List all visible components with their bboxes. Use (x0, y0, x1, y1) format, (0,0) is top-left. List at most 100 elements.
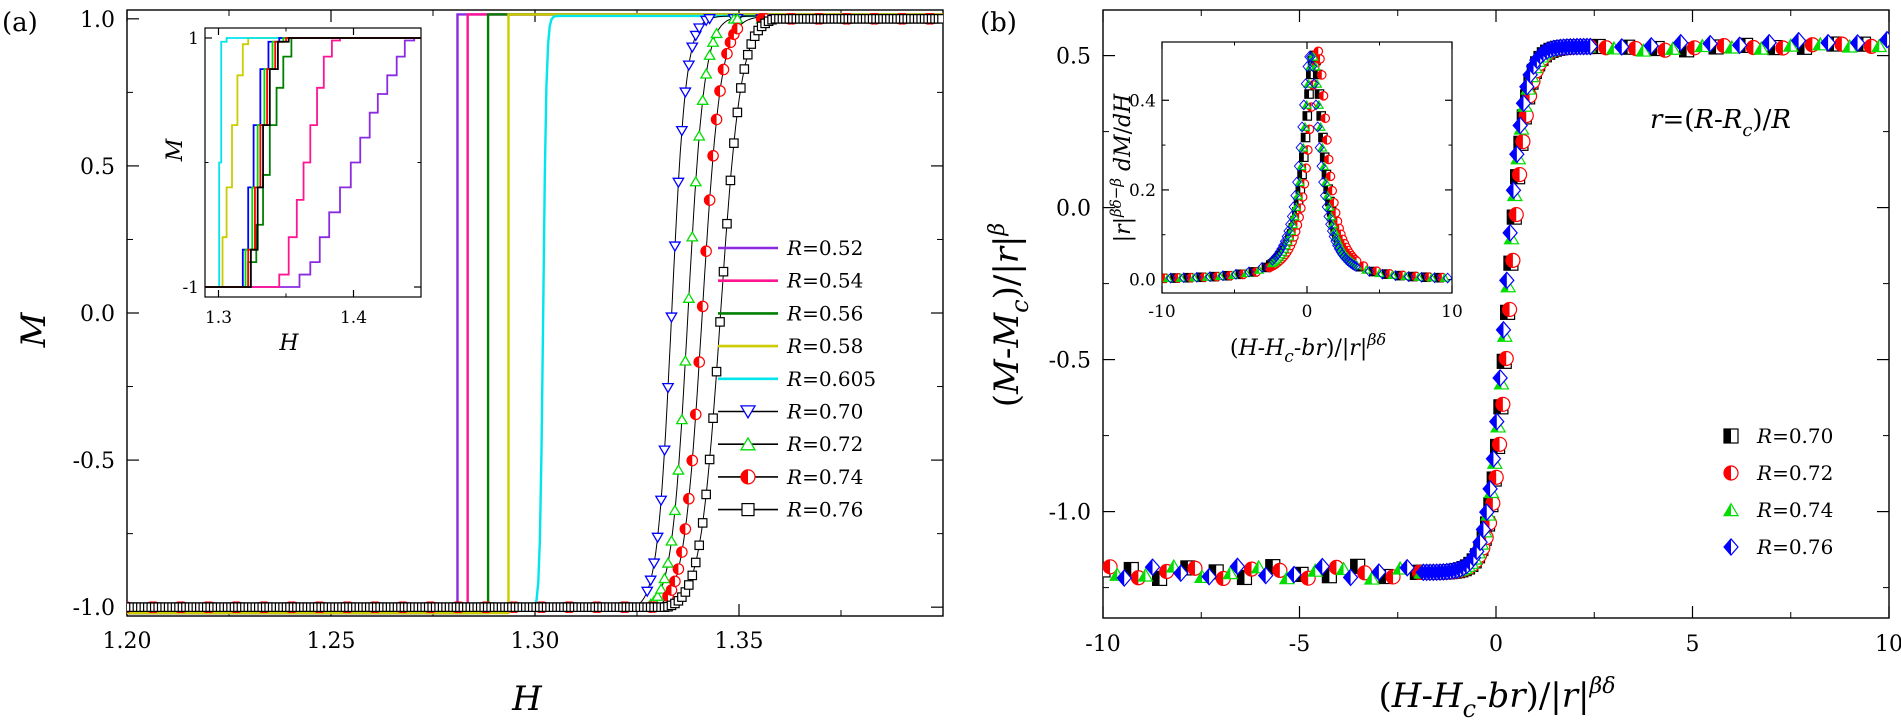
data-point-fill (1492, 437, 1500, 452)
data-point (1416, 271, 1427, 283)
inset-series-R=0.76 (1165, 51, 1452, 284)
legend-label-value: =0.72 (1772, 461, 1833, 485)
data-point (1501, 301, 1518, 318)
inset-series-R=0.52 (205, 37, 421, 288)
data-point-fill (1317, 111, 1322, 121)
data-point (721, 47, 733, 60)
data-point-fill (1319, 91, 1324, 101)
panel-b-inset-y-title: |r|βδ−β dM/dH (1107, 93, 1136, 242)
data-point-fill (1254, 266, 1260, 274)
data-point (703, 194, 716, 206)
legend-label-value: =0.74 (1772, 498, 1833, 522)
data-point-fill (1319, 162, 1325, 170)
data-point (1426, 272, 1437, 282)
data-point-fill (676, 546, 682, 558)
data-point (1276, 243, 1286, 255)
data-point-shape (732, 107, 743, 118)
data-point-fill (1489, 470, 1497, 485)
x-tick-label: 1.3 (205, 308, 232, 328)
legend-label-prefix: R (1756, 535, 1772, 559)
data-point (1227, 270, 1239, 279)
inset-series-R=0.54 (205, 37, 421, 288)
data-point-shape (682, 60, 696, 72)
data-point-fill (1583, 38, 1591, 55)
legend-label: R=0.74 (1756, 498, 1833, 522)
legend-marker (739, 405, 757, 420)
data-point (1299, 152, 1309, 163)
data-point-fill (1614, 38, 1622, 55)
data-point (696, 300, 709, 313)
data-point (689, 30, 703, 42)
data-point-fill (1695, 39, 1703, 52)
data-point (668, 241, 682, 253)
data-point (1335, 561, 1352, 576)
data-point-shape (703, 14, 716, 25)
legend-item: R=0.72 (718, 432, 863, 456)
legend-label-prefix: R (786, 334, 802, 358)
data-point-fill (1679, 42, 1687, 57)
data-point-fill (1628, 41, 1636, 56)
data-point (739, 64, 750, 74)
data-point-fill (1312, 79, 1318, 88)
data-point-fill (1296, 184, 1301, 194)
data-point (1871, 38, 1888, 53)
data-point-shape (668, 504, 682, 516)
data-point-fill (1317, 70, 1322, 80)
legend-marker-fill (1724, 503, 1731, 516)
data-point (1753, 41, 1770, 55)
data-point-fill (1499, 351, 1507, 366)
data-point-fill (1244, 562, 1252, 577)
legend-label: R=0.74 (786, 465, 863, 489)
data-point-shape (651, 532, 664, 544)
data-point (1187, 560, 1203, 576)
data-point-fill (1202, 568, 1210, 585)
data-point-fill (1821, 34, 1829, 51)
data-point (1502, 223, 1518, 242)
legend-item: R=0.70 (718, 400, 863, 424)
panel-a-x-axis: 1.20 1.25 1.30 1.35 -1.0 -0.5 0.0 0.5 1.0 (73, 8, 943, 654)
data-point (640, 586, 654, 598)
data-point (1201, 567, 1217, 586)
data-point (1390, 270, 1401, 282)
data-point (1291, 201, 1302, 211)
x-tick-label: -5 (1289, 632, 1310, 657)
panel-a-legend: R=0.52R=0.54R=0.56R=0.58R=0.605R=0.70R=0… (718, 236, 876, 522)
data-point (1371, 563, 1387, 582)
data-point-fill (1313, 70, 1318, 79)
panel-b: (b) -10 -5 0 5 10 -1.0 -0.5 0.0 0.5 (H-Hc-br)/|r… (980, 8, 1901, 723)
data-point (937, 14, 943, 24)
data-point-fill (1189, 273, 1194, 281)
data-point-fill (1318, 143, 1323, 152)
data-point-shape (729, 138, 739, 148)
data-point-fill (1687, 40, 1695, 55)
legend-item: R=0.52 (718, 236, 863, 260)
data-point-fill (1350, 559, 1358, 574)
legend-label-value: =0.72 (802, 432, 863, 456)
data-point (1495, 320, 1512, 339)
data-point-fill (1228, 271, 1234, 279)
data-point-shape (697, 518, 708, 528)
data-point-fill (1096, 563, 1103, 577)
data-point-fill (1163, 274, 1168, 282)
data-point (661, 382, 675, 394)
data-point (1485, 449, 1502, 468)
legend-label-prefix: R (786, 400, 802, 424)
data-point-shape (647, 558, 661, 570)
legend-item: R=0.605 (718, 367, 876, 391)
legend-label: R=0.72 (786, 432, 863, 456)
data-point-fill (1479, 504, 1487, 521)
data-point (1257, 566, 1274, 585)
data-point-shape (679, 87, 692, 99)
inset-series-R=0.76 (205, 37, 421, 288)
data-point-fill (1329, 560, 1337, 575)
data-point-shape (704, 454, 715, 465)
y-tick-label: 0.5 (80, 155, 115, 180)
data-point-shape (699, 67, 713, 79)
data-point-fill (1314, 101, 1319, 109)
data-point (710, 27, 723, 39)
y-tick-label: -0.5 (1049, 349, 1091, 374)
data-point-fill (721, 48, 727, 59)
data-point-fill (694, 356, 700, 368)
data-point-fill (1499, 272, 1507, 289)
data-point (1322, 190, 1333, 200)
